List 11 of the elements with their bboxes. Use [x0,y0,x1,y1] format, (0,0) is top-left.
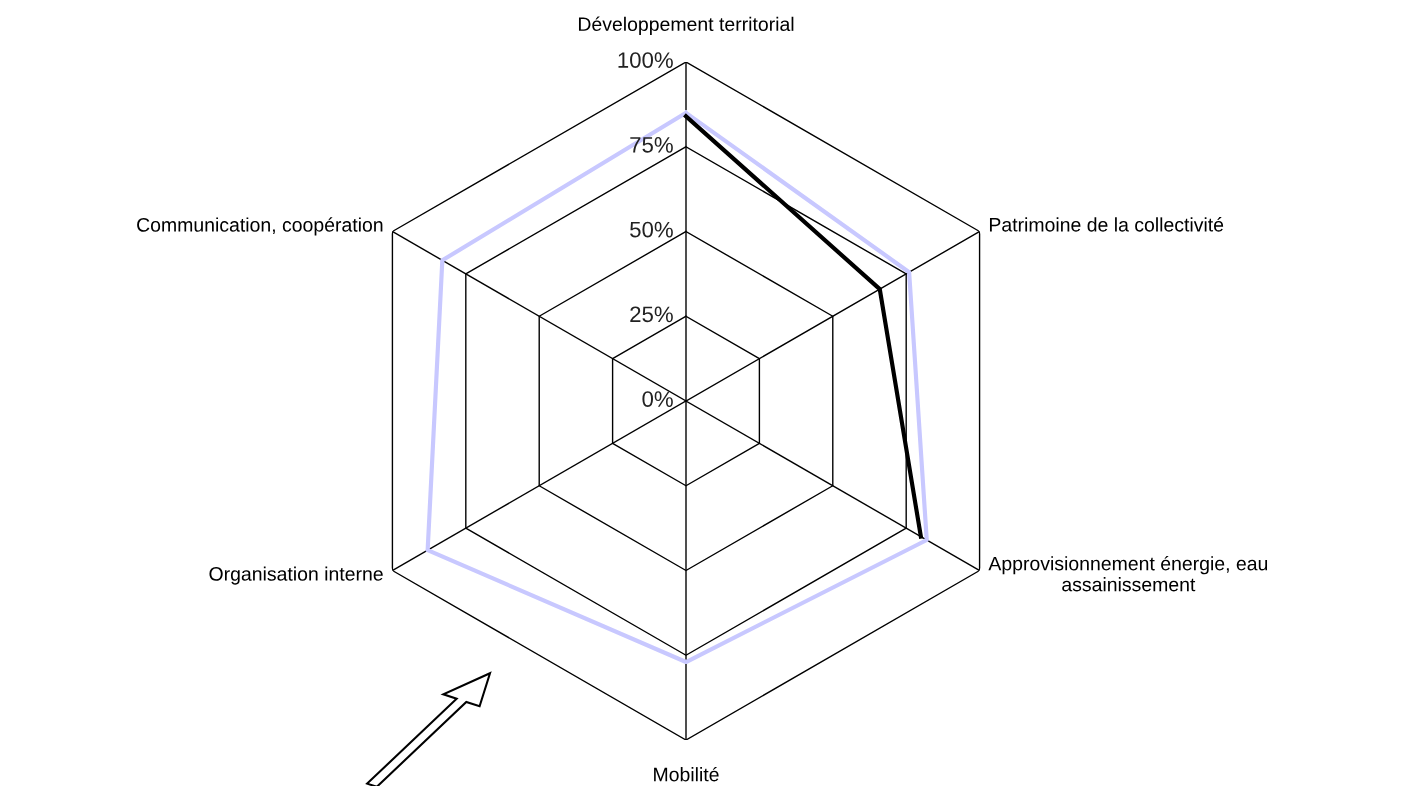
y-tick-label: 0% [642,391,673,407]
spoke-label: Organisation interne [209,566,383,585]
spoke-label: Communication, coopération [137,217,383,236]
y-tick-label: 50% [630,221,673,238]
spoke-label: Mobilité [654,766,719,782]
spoke-label: Développement territorial [578,16,794,35]
y-tick-label: 100% [618,52,673,68]
spoke-label: Patrimoine de la collectivité [989,217,1224,232]
y-tick-label: 75% [630,137,673,153]
y-tick-label: 25% [630,306,673,323]
spoke-label: Approvisionnement énergie, eau assainissement [988,555,1268,592]
